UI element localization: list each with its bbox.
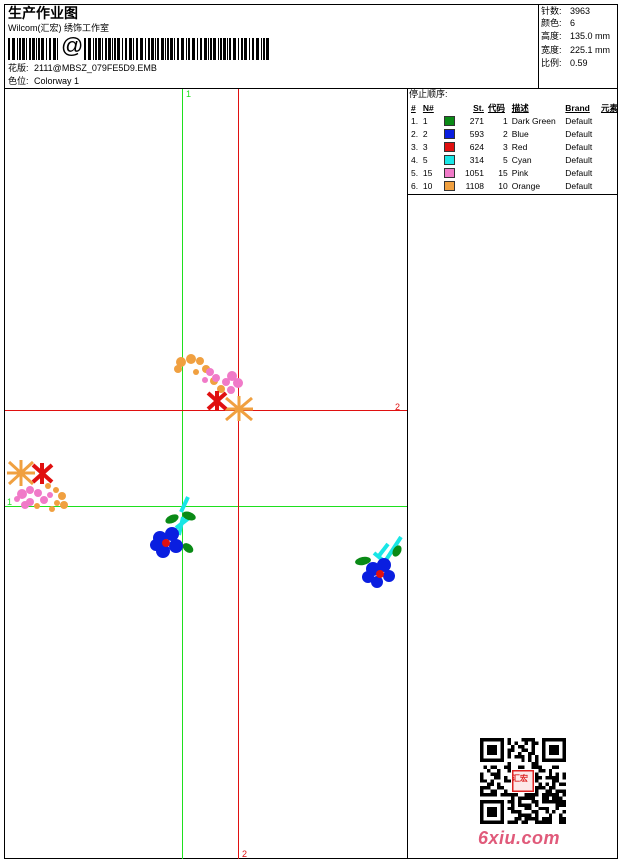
row-stitches: 624 (469, 141, 484, 152)
color-count-value: 6 (570, 18, 576, 28)
height-label: 高度: (541, 31, 562, 41)
row-code: 5 (503, 154, 508, 165)
barcode-at-symbol: @ (61, 33, 84, 58)
row-stitches: 1051 (465, 167, 484, 178)
qr-code (480, 738, 566, 824)
row-swatch (442, 179, 460, 192)
row-n: 2 (422, 128, 428, 139)
row-n: 15 (422, 167, 433, 178)
row-stitches: 271 (469, 115, 484, 126)
green-v-marker: 1 (186, 89, 192, 99)
color-swatch (444, 141, 456, 152)
colorway-value: Colorway 1 (34, 76, 80, 86)
row-code: 10 (498, 180, 508, 191)
row-stitches: 1108 (465, 180, 484, 191)
stop-sequence-table: # N# St. 代码 描述 Brand 元素 1. 1 271 1 Dark Gree… (409, 101, 620, 192)
motif-left-cluster (7, 460, 68, 512)
green-h-marker: 1 (7, 497, 13, 507)
col-brand: Brand (565, 102, 590, 113)
row-num: 5. (411, 167, 419, 178)
legend-row: 2. 2 593 2 Blue Default (409, 127, 620, 140)
row-desc: Pink (511, 167, 529, 178)
barcode-left (8, 38, 58, 60)
row-brand: Default (565, 154, 593, 165)
row-num: 2. (411, 128, 419, 139)
color-swatch (444, 128, 456, 139)
row-stitches: 593 (469, 128, 484, 139)
legend-title: 停止顺序: (409, 89, 448, 99)
row-num: 1. (411, 115, 419, 126)
row-desc: Cyan (511, 154, 532, 165)
legend-lower-box (407, 194, 618, 859)
legend-row: 1. 1 271 1 Dark Green Default (409, 114, 620, 127)
red-vertical-guide (238, 89, 239, 859)
row-n: 10 (422, 180, 433, 191)
design-label: 花版: (8, 63, 29, 73)
width-value: 225.1 mm (570, 45, 611, 55)
row-swatch (442, 127, 460, 140)
color-swatch (444, 154, 456, 165)
row-brand: Default (565, 167, 593, 178)
motif-top-cluster (174, 354, 253, 422)
studio-name: Wilcom(汇宏) 绣饰工作室 (8, 23, 109, 33)
row-desc: Red (511, 141, 528, 152)
row-n: 1 (422, 115, 428, 126)
row-swatch (442, 166, 460, 179)
green-horizontal-guide (5, 506, 407, 507)
row-num: 3. (411, 141, 419, 152)
legend-row: 5. 15 1051 15 Pink Default (409, 166, 620, 179)
red-horizontal-guide (5, 410, 407, 411)
page-title: 生产作业图 (8, 5, 78, 21)
scale-label: 比例: (541, 58, 562, 68)
row-brand: Default (565, 128, 593, 139)
green-vertical-guide (182, 89, 183, 859)
row-num: 4. (411, 154, 419, 165)
row-code: 2 (503, 128, 508, 139)
design-value: 2111@MBSZ_079FE5D9.EMB (34, 63, 157, 73)
color-count-label: 颜色: (541, 18, 562, 28)
row-desc: Dark Green (511, 115, 556, 126)
col-st: St. (473, 102, 484, 113)
colorway-label: 色位: (8, 76, 29, 86)
stitch-count-value: 3963 (570, 6, 591, 16)
row-n: 5 (422, 154, 428, 165)
stitch-count-label: 针数: (541, 6, 562, 16)
color-swatch (444, 115, 456, 126)
legend-row: 4. 5 314 5 Cyan Default (409, 153, 620, 166)
row-n: 3 (422, 141, 428, 152)
row-swatch (442, 140, 460, 153)
legend-row: 6. 10 1108 10 Orange Default (409, 179, 620, 192)
row-code: 3 (503, 141, 508, 152)
motif-right-flower (355, 535, 403, 588)
row-swatch (442, 153, 460, 166)
barcode-right (84, 38, 269, 60)
red-v-marker: 2 (242, 849, 248, 859)
row-code: 1 (503, 115, 508, 126)
col-elem: 元素 (600, 102, 618, 113)
red-h-marker: 2 (395, 402, 401, 412)
qr-stamp: 汇宏 (512, 774, 528, 783)
height-value: 135.0 mm (570, 31, 611, 41)
motif-center-flower (150, 496, 196, 558)
scale-value: 0.59 (570, 58, 588, 68)
col-n: N# (422, 102, 434, 113)
row-brand: Default (565, 115, 593, 126)
row-swatch (442, 114, 460, 127)
legend-row: 3. 3 624 3 Red Default (409, 140, 620, 153)
color-swatch (444, 167, 456, 178)
row-stitches: 314 (469, 154, 484, 165)
row-brand: Default (565, 180, 593, 191)
col-desc: 描述 (511, 102, 529, 113)
watermark-logo: 6xiu.com (478, 828, 561, 848)
width-label: 宽度: (541, 45, 562, 55)
col-num: # (411, 102, 416, 113)
row-num: 6. (411, 180, 419, 191)
row-brand: Default (565, 141, 593, 152)
row-code: 15 (498, 167, 508, 178)
row-desc: Blue (511, 128, 529, 139)
row-desc: Orange (511, 180, 541, 191)
color-swatch (444, 180, 456, 191)
col-code: 代码 (487, 102, 505, 113)
